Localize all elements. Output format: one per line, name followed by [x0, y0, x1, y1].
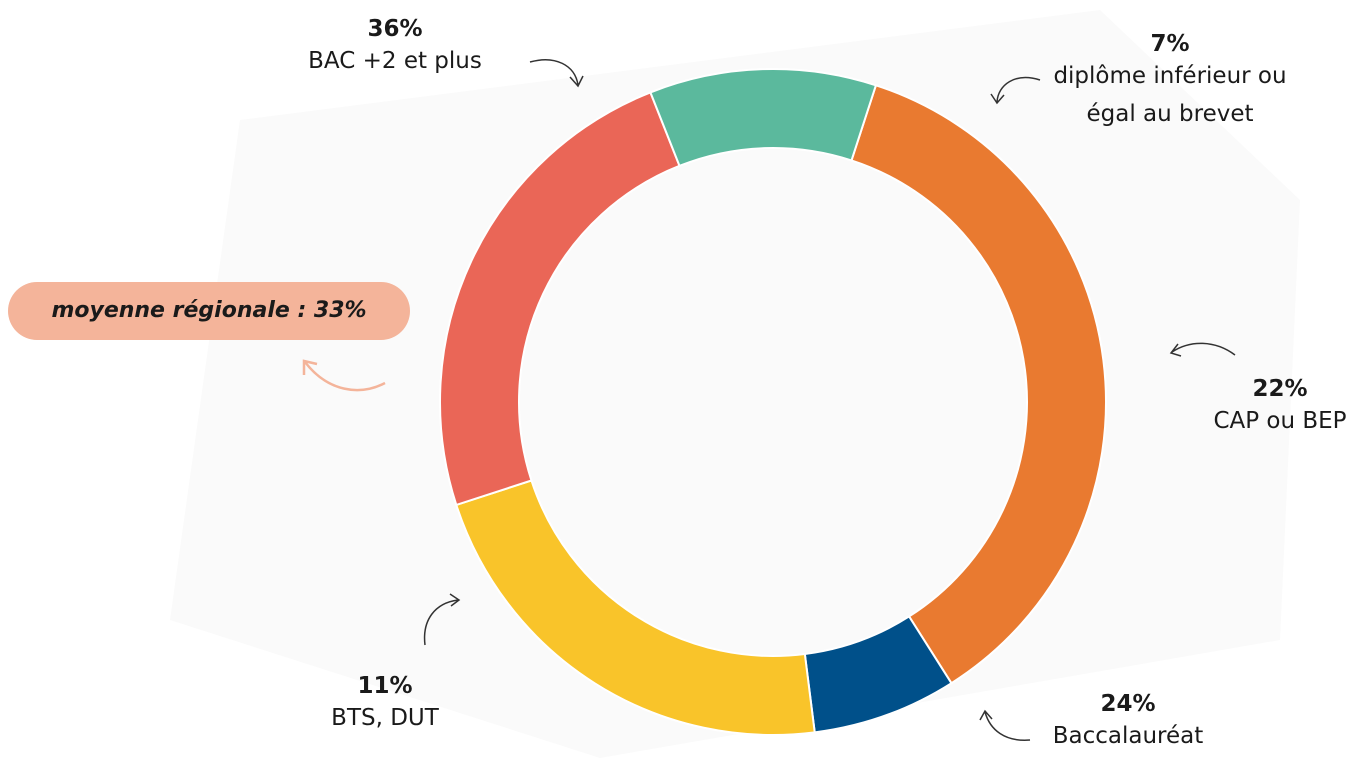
category-label: Baccalauréat — [1052, 723, 1204, 749]
value-label: 24% — [1100, 691, 1156, 717]
value-label: 11% — [357, 673, 413, 699]
note-arrow — [302, 359, 386, 392]
category-label: diplôme inférieur ou égal au brevet — [1053, 63, 1287, 127]
category-label: CAP ou BEP — [1213, 408, 1347, 434]
label: 22% CAP ou BEP — [1150, 376, 1360, 440]
label: 7% diplôme inférieur ou égal au brevet — [1040, 31, 1300, 133]
label: 36% BAC +2 et plus — [265, 16, 525, 80]
annotation: moyenne régionale : 33% — [8, 282, 410, 340]
label: 24% Baccalauréat — [998, 691, 1258, 755]
arrows — [423, 59, 1236, 741]
donut-segment — [439, 91, 681, 507]
value-label: 22% — [1252, 376, 1308, 402]
category-label: BAC +2 et plus — [308, 48, 482, 74]
donut-segment — [850, 84, 1107, 685]
label: 11% BTS, DUT — [255, 673, 515, 737]
donut-segment — [649, 68, 878, 168]
value-label: 7% — [1150, 31, 1190, 57]
value-label: 36% — [367, 16, 423, 42]
category-label: BTS, DUT — [331, 705, 439, 731]
